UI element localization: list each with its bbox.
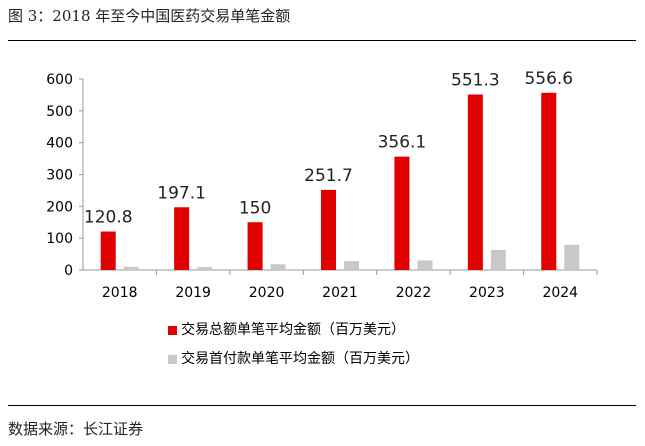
legend-label-total: 交易总额单笔平均金额（百万美元）: [181, 322, 405, 338]
bar-total: [321, 189, 336, 270]
top-rule: [8, 40, 636, 41]
y-tick-label: 300: [46, 168, 73, 184]
data-label-total: 197.1: [157, 183, 206, 203]
x-tick-label: 2021: [322, 285, 358, 301]
data-label-total: 150: [239, 198, 271, 218]
y-tick-label: 200: [46, 199, 73, 215]
legend-swatch-total: [168, 325, 177, 335]
bar-total: [100, 231, 116, 270]
x-tick-label: 2018: [102, 285, 138, 301]
bar-upfront: [270, 264, 286, 270]
bar-total: [247, 222, 263, 270]
legend-item-total: 交易总额单笔平均金额（百万美元）: [168, 319, 405, 339]
bar-upfront: [490, 249, 506, 270]
bar-upfront: [344, 261, 359, 270]
source-note: 数据来源：长江证券: [8, 420, 144, 438]
data-label-total: 251.7: [304, 166, 353, 186]
x-tick-label: 2020: [249, 285, 285, 301]
data-labels: 120.8 197.1 150 251.7 356.1 551.3 556.6: [84, 69, 573, 228]
bar-upfront: [417, 260, 433, 270]
x-tick-label: 2019: [175, 285, 211, 301]
bar-total: [467, 94, 483, 270]
data-label-total: 120.8: [84, 208, 133, 228]
bar-total: [394, 156, 410, 270]
bar-total: [541, 92, 557, 270]
legend-item-upfront: 交易首付款单笔平均金额（百万美元）: [168, 348, 419, 368]
x-axis: 2018 2019 2020 2021 2022 2023 2024: [83, 269, 598, 301]
y-tick-label: 600: [46, 72, 73, 88]
x-tick-label: 2023: [469, 285, 505, 301]
y-tick-label: 100: [46, 231, 73, 247]
legend-label-upfront: 交易首付款单笔平均金额（百万美元）: [181, 351, 419, 367]
figure-title: 图 3：2018 年至今中国医药交易单笔金额: [8, 7, 291, 25]
bar-total: [174, 207, 190, 270]
y-tick-label: 0: [64, 263, 73, 279]
data-label-total: 556.6: [524, 69, 573, 89]
legend-swatch-upfront: [168, 354, 177, 364]
y-tick-label: 400: [46, 136, 73, 152]
bar-upfront: [564, 244, 580, 270]
bars: [100, 92, 580, 270]
bar-upfront: [197, 267, 213, 270]
y-tick-label: 500: [46, 104, 73, 120]
bottom-rule: [8, 405, 636, 406]
bar-upfront: [123, 266, 139, 270]
x-tick-label: 2022: [396, 285, 432, 301]
data-label-total: 551.3: [451, 71, 500, 91]
data-label-total: 356.1: [378, 133, 427, 153]
x-tick-label: 2024: [542, 285, 578, 301]
y-axis: 0 100 200 300 400 500 600: [46, 72, 84, 279]
